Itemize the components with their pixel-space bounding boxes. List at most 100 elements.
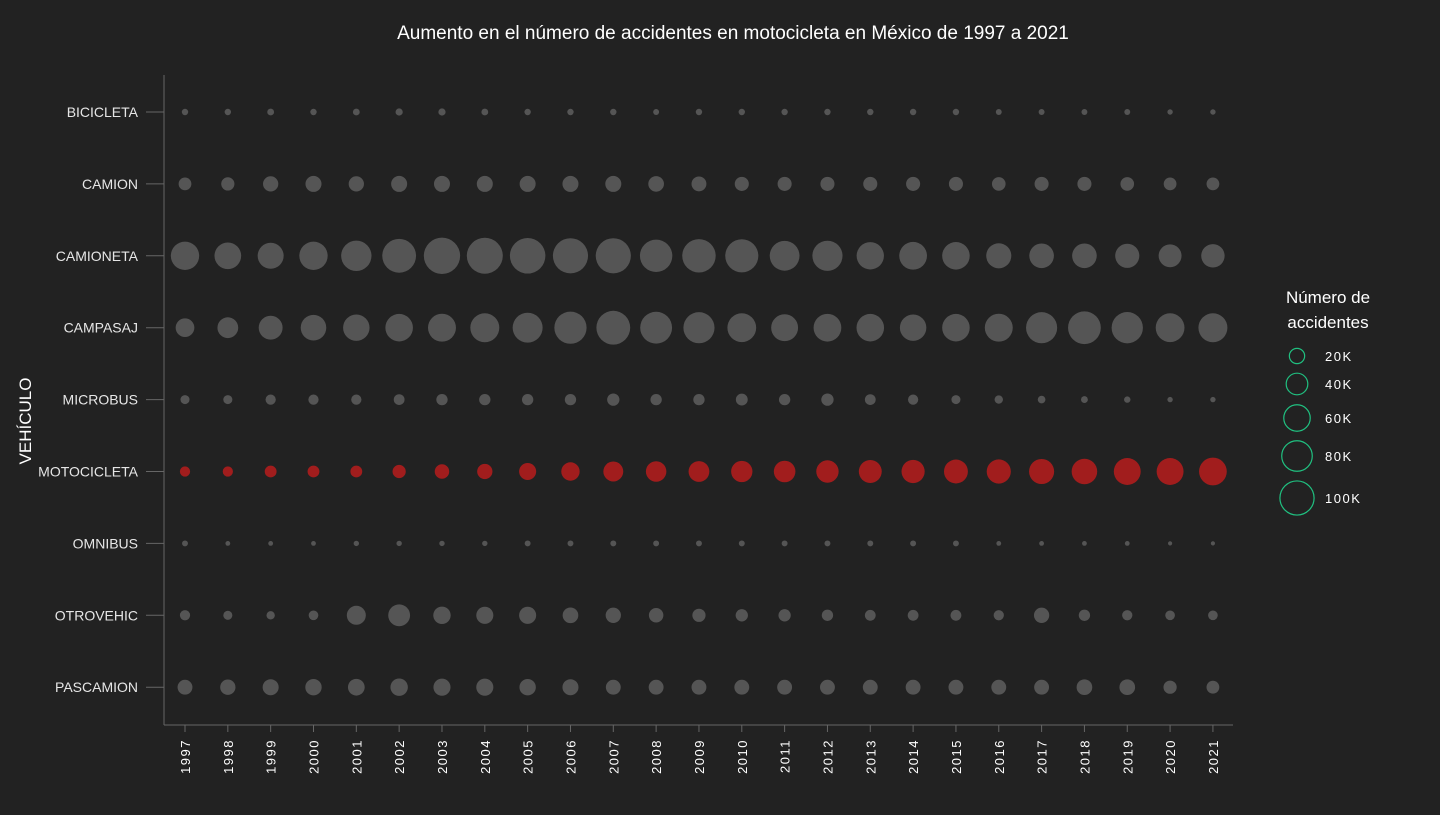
y-tick-label-microbus: MICROBUS [63, 392, 138, 408]
bubble-camioneta-2010 [725, 239, 759, 273]
y-tick-label-camioneta: CAMIONETA [56, 248, 139, 264]
bubble-campasaj-2017 [1026, 312, 1058, 344]
bubble-omnibus-2001 [353, 540, 360, 547]
bubble-camion-2000 [305, 175, 322, 192]
x-tick-label-1998: 1998 [221, 739, 236, 774]
bubble-camion-1999 [263, 176, 279, 192]
legend-circle-80k [1281, 440, 1313, 472]
bubble-motocicleta-1998 [222, 466, 233, 477]
bubble-motocicleta-2021 [1199, 457, 1227, 486]
bubble-microbus-2011 [778, 393, 791, 406]
bubble-omnibus-2021 [1210, 541, 1216, 546]
bubble-motocicleta-2014 [901, 459, 925, 484]
bubble-motocicleta-2015 [943, 459, 968, 484]
x-tick-label-2006: 2006 [563, 739, 578, 774]
bubble-camioneta-1997 [170, 241, 200, 270]
bubble-bicicleta-2010 [738, 108, 745, 116]
bubble-camioneta-2021 [1201, 244, 1225, 268]
bubble-bicicleta-2000 [310, 108, 317, 116]
legend-label-60k: 60K [1325, 411, 1353, 426]
bubble-bicicleta-2005 [524, 108, 531, 116]
x-tick-label-2020: 2020 [1163, 739, 1178, 774]
bubble-camion-2013 [863, 176, 878, 191]
bubble-pascamion-2007 [605, 679, 621, 695]
x-tick-label-1999: 1999 [264, 739, 279, 774]
bubble-omnibus-2017 [1039, 540, 1045, 546]
bubbles [170, 108, 1228, 696]
x-tick-label-2001: 2001 [349, 739, 364, 774]
bubble-bicicleta-1998 [224, 108, 232, 116]
bubble-otrovehic-1997 [179, 610, 191, 621]
bubble-motocicleta-2020 [1156, 458, 1184, 485]
bubble-bicicleta-2017 [1038, 109, 1045, 115]
bubble-omnibus-2015 [952, 540, 959, 547]
bubble-motocicleta-2019 [1113, 458, 1141, 485]
x-tick-label-2015: 2015 [949, 739, 964, 774]
bubble-pascamion-2006 [562, 679, 579, 696]
bubble-pascamion-2008 [648, 679, 664, 695]
x-tick-label-2021: 2021 [1206, 739, 1221, 774]
bubble-pascamion-2013 [862, 679, 878, 695]
y-tick-label-campasaj: CAMPASAJ [64, 320, 138, 336]
bubble-camioneta-1999 [257, 242, 284, 269]
bubble-otrovehic-2011 [778, 609, 791, 622]
bubble-motocicleta-2012 [816, 460, 839, 483]
legend-circle-100k [1279, 480, 1315, 516]
bubble-pascamion-2010 [734, 679, 750, 695]
bubble-campasaj-2002 [385, 313, 413, 342]
bubble-camioneta-2009 [682, 239, 716, 273]
bubble-bicicleta-2002 [395, 108, 403, 116]
bubble-pascamion-1998 [220, 679, 236, 695]
bubble-otrovehic-2010 [735, 609, 748, 622]
bubble-microbus-2010 [735, 393, 748, 406]
bubble-bicicleta-2007 [610, 108, 617, 116]
bubble-campasaj-2005 [512, 312, 543, 343]
bubble-camion-2007 [605, 175, 622, 192]
bubble-bicicleta-2012 [824, 108, 831, 116]
bubble-microbus-1999 [265, 394, 276, 405]
bubble-otrovehic-2004 [476, 606, 494, 624]
bubble-bicicleta-1999 [267, 108, 275, 116]
bubble-motocicleta-2002 [392, 464, 406, 479]
bubble-omnibus-2020 [1168, 541, 1173, 546]
bubble-camion-1997 [178, 177, 192, 191]
bubble-motocicleta-2013 [858, 460, 882, 483]
bubble-otrovehic-2014 [907, 609, 919, 621]
bubble-microbus-2001 [351, 394, 362, 405]
bubble-camioneta-2014 [899, 241, 927, 270]
bubble-omnibus-1999 [268, 540, 274, 546]
bubble-pascamion-2021 [1206, 680, 1220, 694]
bubble-otrovehic-2000 [308, 610, 319, 621]
y-tick-label-camion: CAMION [82, 176, 138, 192]
x-tick-label-2017: 2017 [1035, 739, 1050, 774]
bubble-microbus-2002 [393, 394, 405, 405]
bubble-microbus-2013 [864, 394, 876, 405]
bubble-otrovehic-2001 [346, 605, 366, 625]
bubble-campasaj-2010 [727, 313, 757, 343]
bubble-omnibus-2019 [1124, 540, 1130, 546]
bubble-motocicleta-2001 [350, 465, 363, 478]
bubble-omnibus-2014 [910, 540, 917, 547]
bubble-motocicleta-2017 [1029, 458, 1055, 485]
bubble-otrovehic-2012 [821, 609, 834, 621]
bubble-camion-2021 [1206, 177, 1220, 191]
bubble-camion-2004 [476, 175, 493, 192]
x-tick-label-2019: 2019 [1120, 739, 1135, 774]
bubble-pascamion-1999 [262, 679, 279, 696]
bubble-camioneta-2002 [382, 238, 417, 273]
x-tick-labels: 1997 1998 1999 2000 2001 2002 2003 2004 2005 2006… [178, 739, 1221, 774]
bubble-microbus-2007 [607, 393, 620, 406]
bubble-pascamion-2003 [433, 678, 451, 696]
bubble-microbus-2017 [1037, 395, 1046, 404]
chart-title: Aumento en el número de accidentes en mo… [397, 23, 1069, 44]
y-tick-labels: BICICLETA CAMION CAMIONETA CAMPASAJ MICROBUS… [38, 104, 138, 695]
bubble-motocicleta-2016 [986, 459, 1011, 484]
bubble-motocicleta-2008 [645, 461, 667, 482]
size-legend: Número de accidentes 20K 40K 60K 80K 100K [1279, 288, 1370, 516]
bubble-bicicleta-2013 [867, 108, 874, 116]
bubble-campasaj-2000 [300, 314, 327, 341]
x-tick-label-2005: 2005 [521, 739, 536, 774]
bubble-camioneta-2000 [299, 241, 328, 270]
bubble-camion-2001 [348, 176, 364, 192]
bubble-camion-2005 [519, 175, 536, 192]
